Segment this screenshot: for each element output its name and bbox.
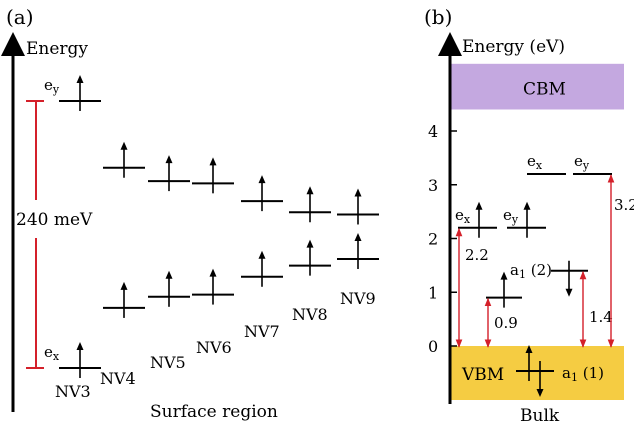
label-nv6: NV6 (196, 338, 232, 357)
label-nv3: NV3 (55, 382, 91, 401)
ex-label: ex (44, 343, 60, 363)
transition-label-0.9: 0.9 (494, 314, 518, 332)
tick-label-0: 0 (428, 337, 438, 356)
label-nv7: NV7 (244, 322, 280, 341)
label-nv9: NV9 (340, 289, 376, 308)
spin-up-nv8-lower (306, 239, 314, 276)
label-a1-1: a1 (1) (562, 364, 604, 384)
spin-up-nv6-upper (209, 157, 217, 194)
transition-label-2.2: 2.2 (465, 246, 489, 264)
spin-up-ex (475, 201, 483, 238)
spin-up-ey (523, 201, 531, 238)
tick-label-3: 3 (428, 176, 438, 195)
spin-up-nv7-lower (258, 250, 266, 287)
spin-up-nv9-lower (354, 232, 362, 269)
spin-down-a1-1 (536, 361, 544, 397)
tick-label-1: 1 (428, 283, 438, 302)
label-nv8: NV8 (292, 305, 328, 324)
panel-b-axis-label: Energy (eV) (462, 37, 565, 57)
transition-label-3.2: 3.2 (614, 196, 634, 214)
bulk-label: Bulk (520, 406, 560, 426)
transitions: 2.2 0.9 1.4 3.2 (455, 174, 634, 348)
spin-up-nv3-upper (76, 75, 84, 111)
tick-label-4: 4 (428, 122, 438, 141)
spin-down-a1-2 (565, 260, 573, 297)
gap-label: 240 meV (16, 210, 93, 230)
spin-up-a1-1 (525, 345, 533, 381)
surface-levels: NV3 NV4 NV5 NV6 NV7 NV8 NV9 (55, 75, 379, 401)
panel-a: (a) Energy 240 meV ey ex NV3 NV4 NV5 NV6 NV7… (1, 5, 379, 422)
spin-up-a1-2 (500, 271, 508, 308)
panel-a-axis-label: Energy (26, 39, 88, 59)
label-ex-occupied: ex (455, 206, 471, 226)
vbm-band (450, 346, 624, 400)
label-ex-empty: ex (527, 152, 543, 172)
spin-up-nv5-upper (165, 155, 173, 192)
tick-label-2: 2 (428, 230, 438, 249)
vbm-label: VBM (461, 365, 504, 385)
bulk-levels: ex ey ex ey a1 (2) a1 (1) (455, 152, 612, 397)
transition-label-1.4: 1.4 (589, 308, 613, 326)
spin-up-nv3-lower (76, 342, 84, 378)
gap-bracket (26, 100, 44, 369)
spin-up-nv6-lower (209, 268, 217, 305)
spin-up-nv9-upper (354, 188, 362, 225)
spin-up-nv4-upper (120, 141, 128, 178)
ey-label: ey (44, 76, 60, 96)
label-a1-2: a1 (2) (510, 261, 552, 281)
cbm-label: CBM (523, 80, 566, 100)
label-nv5: NV5 (150, 353, 186, 372)
surface-region-label: Surface region (150, 402, 278, 422)
spin-up-nv5-lower (165, 270, 173, 307)
panel-b: (b) CBM VBM Energy (eV) 0 1 2 3 4 ex ey ex ey a1… (424, 5, 634, 426)
panel-b-ticks: 0 1 2 3 4 (428, 122, 457, 356)
label-nv4: NV4 (100, 369, 136, 388)
panel-b-label: (b) (424, 5, 452, 29)
spin-up-nv4-lower (120, 281, 128, 318)
spin-up-nv7-upper (258, 175, 266, 212)
cbm-band (450, 63, 624, 110)
label-ey-empty: ey (574, 152, 590, 172)
spin-up-nv8-upper (306, 186, 314, 223)
label-ey-occupied: ey (503, 206, 519, 226)
panel-a-label: (a) (6, 5, 34, 29)
